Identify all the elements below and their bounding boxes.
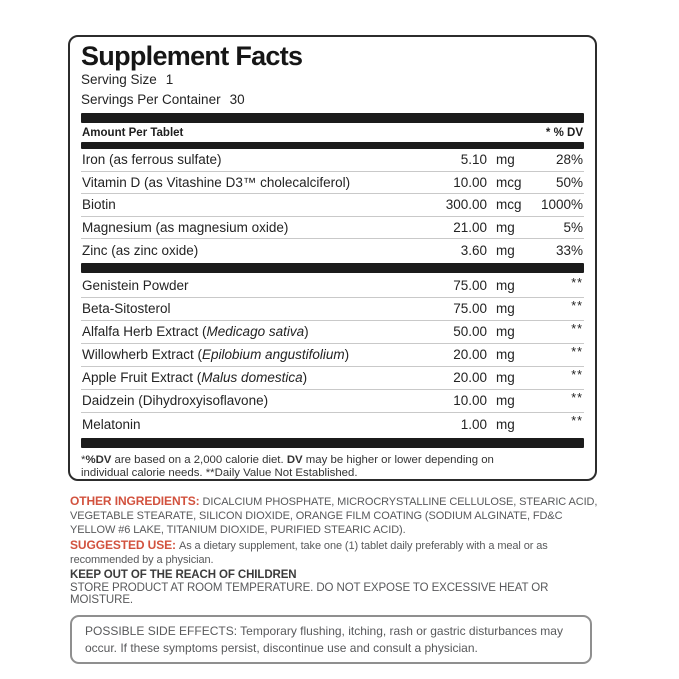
nutrient-dv: 5% [563,219,583,235]
nutrient-name: Magnesium (as magnesium oxide) [82,219,289,235]
other-ingredients-paragraph: OTHER INGREDIENTS: DICALCIUM PHOSPHATE, M… [70,494,607,537]
supplement-facts-panel: Supplement Facts Serving Size 1 Servings … [68,35,597,481]
nutrient-row: Zinc (as zinc oxide) 3.60 mg 33% [81,239,584,262]
other-ingredients-text: DICALCIUM PHOSPHATE, MICROCRYSTALLINE CE… [70,496,598,536]
divider-bar-bottom [81,437,584,448]
column-header-row: Amount Per Tablet * % DV [81,123,584,142]
servings-per-container-line: Servings Per Container 30 [81,90,584,110]
nutrient-row: Melatonin 1.00 mg ** [81,413,584,436]
nutrient-amount: 50.00 [453,324,487,339]
nutrient-name: Apple Fruit Extract (Malus domestica) [82,370,308,385]
nutrient-unit: mcg [496,197,522,213]
footnote-dv-bold-2: DV [286,453,303,466]
nutrient-dv: ** [571,321,583,336]
nutrient-amount: 20.00 [453,347,487,362]
nutrient-name: Biotin [82,197,116,213]
footnote-dv-bold-1: %DV [85,453,112,466]
nutrient-name: Willowherb Extract (Epilobium angustifol… [82,347,350,362]
suggested-use-paragraph: SUGGESTED USE: As a dietary supplement, t… [70,538,607,567]
nutrient-unit: mg [496,278,515,293]
nutrient-dv: ** [571,344,583,359]
nutrient-unit: mg [496,370,515,385]
nutrient-dv: 28% [555,152,583,168]
nutrient-rows-vitamins: Iron (as ferrous sulfate) 5.10 mg 28% Vi… [81,149,584,262]
nutrient-name: Vitamin D (as Vitashine D3™ cholecalcife… [82,174,351,190]
nutrient-row: Daidzein (Dihydroxyisoflavone) 10.00 mg … [81,390,584,413]
nutrient-name: Zinc (as zinc oxide) [82,242,199,258]
nutrient-row: Vitamin D (as Vitashine D3™ cholecalcife… [81,172,584,194]
nutrient-dv: ** [571,275,583,290]
divider-bar-header [81,142,584,149]
nutrient-unit: mcg [496,174,522,190]
nutrient-dv: ** [571,367,583,382]
nutrient-row: Willowherb Extract (Epilobium angustifol… [81,344,584,367]
nutrient-unit: mg [496,301,515,316]
nutrient-rows-botanicals: Genistein Powder 75.00 mg ** Beta-Sitost… [81,275,584,436]
nutrient-amount: 20.00 [453,370,487,385]
nutrient-unit: mg [496,416,515,432]
nutrient-amount: 5.10 [460,152,487,168]
servings-value: 30 [229,92,245,107]
serving-size-label: Serving Size [81,72,157,87]
keep-out-warning: KEEP OUT OF THE REACH OF CHILDREN [70,569,297,581]
nutrient-amount: 10.00 [453,393,487,408]
footnote-asterisk: * [81,453,86,466]
side-effects-text: POSSIBLE SIDE EFFECTS: Temporary flushin… [85,624,563,655]
nutrient-amount: 75.00 [453,301,487,316]
nutrient-row: Biotin 300.00 mcg 1000% [81,194,584,217]
footnote-text-1: are based on a 2,000 calorie diet. [111,453,287,466]
nutrient-amount: 75.00 [453,278,487,293]
nutrient-dv: ** [571,414,583,428]
info-sections: OTHER INGREDIENTS: DICALCIUM PHOSPHATE, M… [70,494,607,664]
serving-size-line: Serving Size 1 [81,70,584,90]
other-ingredients-label: OTHER INGREDIENTS: [70,494,200,508]
divider-bar-middle [81,262,584,273]
nutrient-row: Alfalfa Herb Extract (Medicago sativa) 5… [81,321,584,344]
side-effects-box: POSSIBLE SIDE EFFECTS: Temporary flushin… [70,615,592,664]
nutrient-row: Apple Fruit Extract (Malus domestica) 20… [81,367,584,390]
nutrient-dv: 50% [555,174,583,190]
panel-title: Supplement Facts [81,41,303,71]
nutrient-name: Genistein Powder [82,278,189,293]
nutrient-amount: 21.00 [453,219,487,235]
nutrient-name: Daidzein (Dihydroxyisoflavone) [82,393,269,408]
column-header-dv: * % DV [545,127,583,139]
divider-bar-top [81,113,584,123]
nutrient-amount: 3.60 [460,242,487,258]
dv-footnote: *%DV are based on a 2,000 calorie diet. … [81,454,533,481]
servings-label: Servings Per Container [81,92,221,107]
nutrient-dv: 1000% [540,197,583,213]
nutrient-name: Beta-Sitosterol [82,301,171,316]
nutrient-dv: 33% [555,242,583,258]
nutrient-name: Alfalfa Herb Extract (Medicago sativa) [82,324,309,339]
serving-size-value: 1 [165,72,174,87]
nutrient-row: Genistein Powder 75.00 mg ** [81,275,584,298]
nutrient-unit: mg [496,219,515,235]
nutrient-row: Magnesium (as magnesium oxide) 21.00 mg … [81,217,584,239]
nutrient-amount: 10.00 [453,174,487,190]
nutrient-name: Iron (as ferrous sulfate) [82,152,222,168]
nutrient-dv: ** [571,390,583,405]
footnote-text-2: may be higher or lower depending on indi… [81,453,494,480]
nutrient-dv: ** [571,298,583,313]
nutrient-name: Melatonin [82,416,141,432]
nutrient-row: Iron (as ferrous sulfate) 5.10 mg 28% [81,149,584,172]
nutrient-amount: 300.00 [445,197,487,213]
suggested-use-label: SUGGESTED USE: [70,538,176,552]
nutrient-amount: 1.00 [460,416,487,432]
storage-instructions: STORE PRODUCT AT ROOM TEMPERATURE. DO NO… [70,582,549,606]
nutrient-row: Beta-Sitosterol 75.00 mg ** [81,298,584,321]
column-header-amount: Amount Per Tablet [82,127,184,139]
nutrient-unit: mg [496,152,515,168]
nutrient-unit: mg [496,347,515,362]
suggested-use-text: As a dietary supplement, take one (1) ta… [70,540,548,566]
nutrient-unit: mg [496,242,515,258]
nutrient-unit: mg [496,393,515,408]
nutrient-unit: mg [496,324,515,339]
